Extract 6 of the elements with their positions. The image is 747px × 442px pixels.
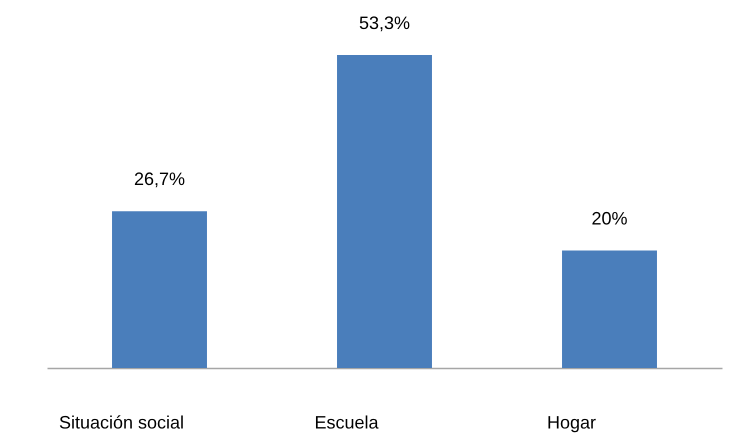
data-label: 20% xyxy=(591,208,628,229)
x-tick-label: Hogar xyxy=(546,412,596,432)
data-label: 26,7% xyxy=(134,169,186,190)
x-tick-label: Escuela xyxy=(314,412,380,432)
x-tick-label: Situación social xyxy=(58,412,184,432)
data-label: 53,3% xyxy=(358,13,410,33)
